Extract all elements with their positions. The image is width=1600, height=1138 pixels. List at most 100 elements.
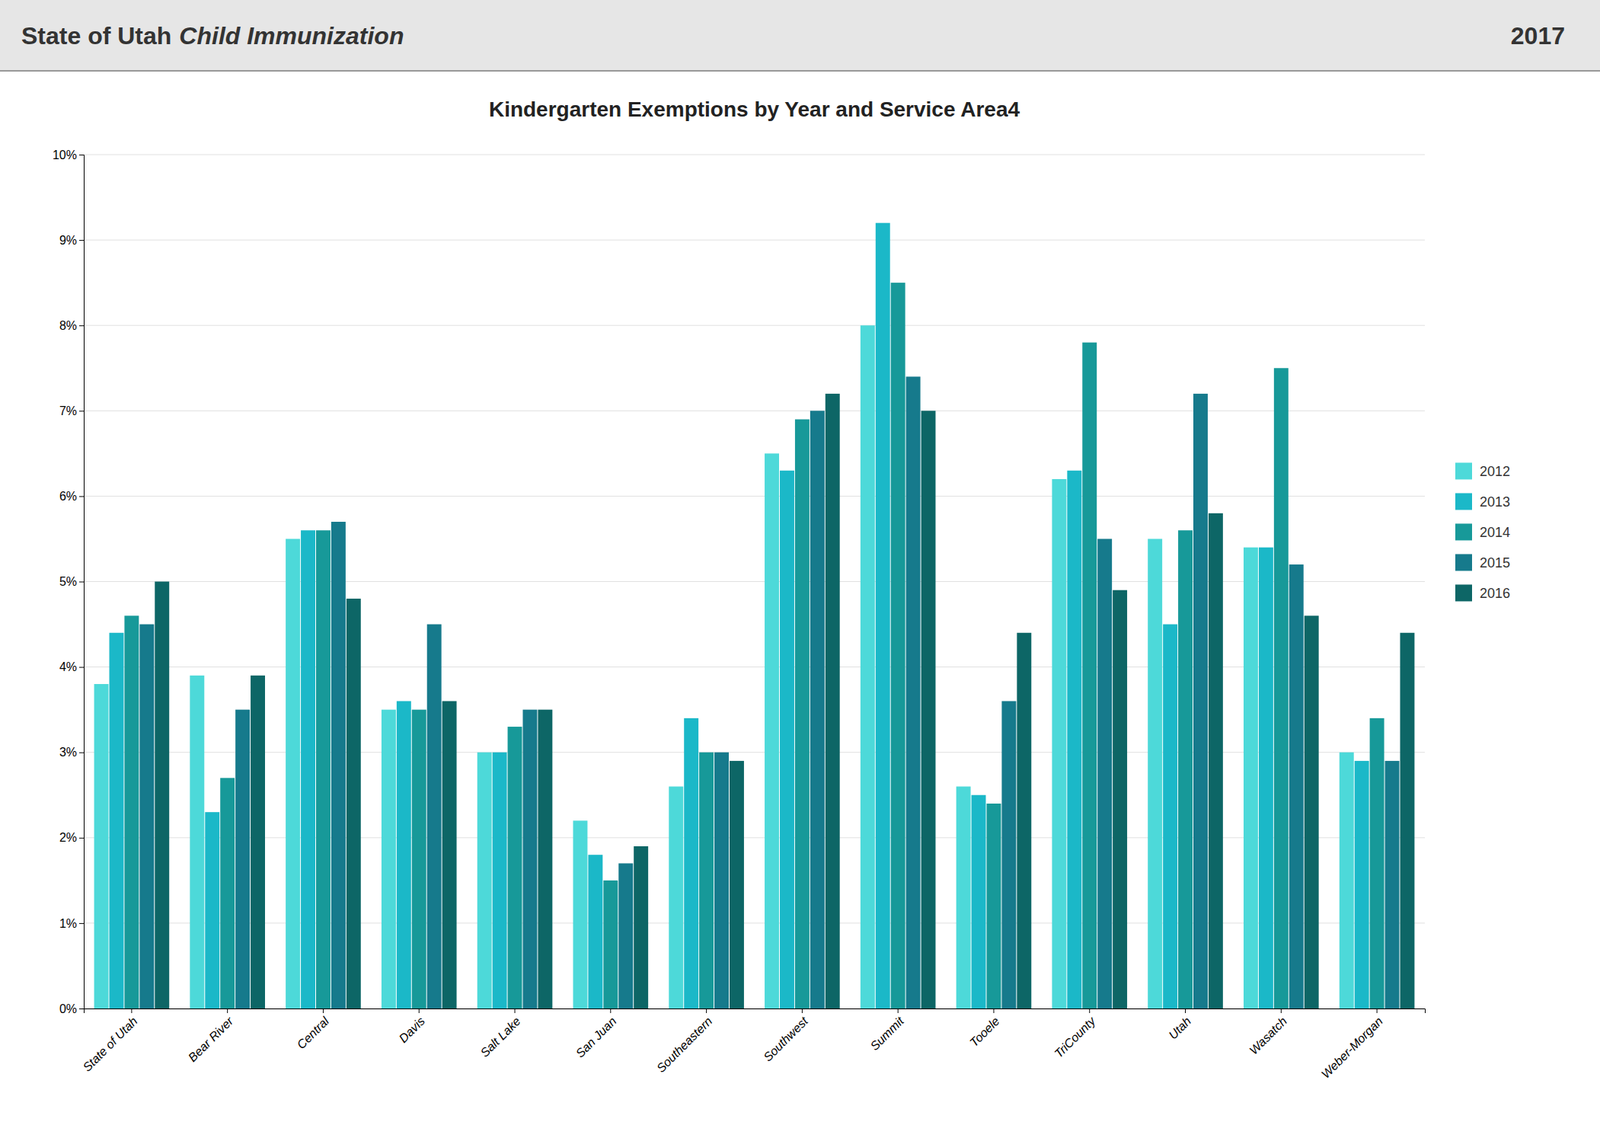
- tick-mark: [897, 1008, 899, 1013]
- bar: [1289, 564, 1304, 1009]
- bar: [1001, 700, 1016, 1009]
- legend-item: 2015: [1455, 553, 1511, 571]
- tick-label: 0%: [59, 1002, 77, 1016]
- bar: [860, 325, 876, 1009]
- bar: [331, 521, 346, 1009]
- tick-mark: [705, 1008, 707, 1013]
- bar: [250, 675, 266, 1009]
- bar: [906, 376, 921, 1009]
- tick: 7%: [59, 404, 84, 418]
- legend-item: 2012: [1455, 462, 1511, 480]
- tick-label: Weber-Morgan: [1318, 1014, 1386, 1081]
- tick: San Juan: [573, 1008, 620, 1061]
- tick-mark: [130, 1008, 132, 1013]
- tick: 3%: [59, 745, 84, 759]
- tick-label: 7%: [59, 404, 77, 418]
- bar: [507, 726, 523, 1009]
- grid-line: [83, 751, 1425, 753]
- bar: [139, 624, 154, 1009]
- tick: 5%: [59, 574, 84, 588]
- bar: [285, 538, 301, 1009]
- tick-label: Davis: [396, 1014, 428, 1045]
- bar-series: [139, 376, 1399, 1009]
- tick-label: Utah: [1165, 1014, 1194, 1042]
- grid-line: [83, 495, 1425, 497]
- tick-label: 2%: [59, 830, 77, 844]
- bar: [683, 718, 699, 1009]
- tick: Utah: [1165, 1008, 1194, 1042]
- tick-mark: [79, 837, 84, 839]
- tick-mark: [79, 239, 84, 241]
- bar: [1066, 470, 1082, 1009]
- bar: [986, 803, 1001, 1009]
- bar: [810, 410, 825, 1009]
- bar: [154, 581, 170, 1010]
- bar: [109, 632, 125, 1009]
- tick-label: Southwest: [760, 1013, 811, 1064]
- bar: [956, 786, 971, 1009]
- bar: [1193, 393, 1208, 1009]
- bar: [537, 709, 553, 1009]
- bar: [699, 752, 714, 1009]
- title: Kindergarten Exemptions by Year and Serv…: [488, 97, 1021, 122]
- bar: [1112, 590, 1128, 1009]
- bar: [94, 683, 109, 1009]
- header-text: State of Utah: [21, 22, 172, 50]
- tick-label: Central: [294, 1013, 333, 1051]
- bar: [875, 223, 891, 1009]
- legend-label: 2016: [1479, 585, 1511, 601]
- tick-label: Southeastern: [654, 1014, 715, 1075]
- bar: [764, 453, 780, 1009]
- tick-label: Salt Lake: [478, 1014, 524, 1060]
- tick-label: Bear River: [185, 1013, 237, 1064]
- legend-swatch: [1455, 584, 1473, 601]
- grid: [83, 154, 1425, 1009]
- tick: 8%: [59, 319, 84, 333]
- header-text: Child Immunization: [178, 22, 404, 50]
- bar: [1147, 538, 1163, 1009]
- bar: [442, 700, 457, 1009]
- bar: [522, 709, 537, 1009]
- legend-swatch: [1455, 553, 1473, 571]
- bar: [1082, 342, 1097, 1009]
- tick: Bear River: [185, 1008, 237, 1064]
- tick-label: 10%: [52, 148, 77, 162]
- x-axis: State of Utah Bear River Central Davis Salt …: [80, 1008, 1426, 1081]
- tick: 4%: [59, 660, 84, 674]
- tick-mark: [1280, 1008, 1282, 1013]
- bar: [1385, 760, 1400, 1009]
- tick-mark: [79, 410, 84, 412]
- tick: 10%: [52, 148, 84, 162]
- bar-series: [124, 282, 1384, 1009]
- bar: [1258, 547, 1274, 1009]
- grid-line: [83, 325, 1425, 326]
- bar: [971, 795, 987, 1009]
- legend-item: 2014: [1455, 523, 1511, 540]
- bar: [825, 393, 840, 1009]
- bars: [94, 223, 1415, 1009]
- tick: 0%: [59, 1002, 84, 1016]
- legend-item: 2016: [1455, 584, 1511, 601]
- legend-label: 2015: [1479, 555, 1511, 571]
- grid-line: [83, 922, 1425, 923]
- bar: [1339, 752, 1355, 1009]
- bar: [427, 624, 442, 1009]
- legend-label: 2012: [1479, 463, 1511, 480]
- tick: Wasatch: [1246, 1008, 1290, 1058]
- bar: [633, 846, 649, 1009]
- bar: [587, 854, 603, 1009]
- tick: Salt Lake: [478, 1008, 524, 1060]
- grid-line: [83, 836, 1425, 838]
- tick-mark: [79, 1008, 84, 1010]
- bar: [921, 410, 936, 1009]
- bar: [668, 786, 684, 1009]
- tick-label: State of Utah: [80, 1014, 141, 1074]
- bar: [729, 760, 745, 1009]
- tick-label: TriCounty: [1051, 1013, 1099, 1061]
- tick-mark: [418, 1008, 420, 1013]
- tick-mark: [79, 922, 84, 924]
- tick-label: Wasatch: [1246, 1014, 1290, 1058]
- bar: [1399, 632, 1415, 1009]
- bar: [124, 615, 139, 1009]
- legend: 20122013201420152016: [1455, 462, 1511, 601]
